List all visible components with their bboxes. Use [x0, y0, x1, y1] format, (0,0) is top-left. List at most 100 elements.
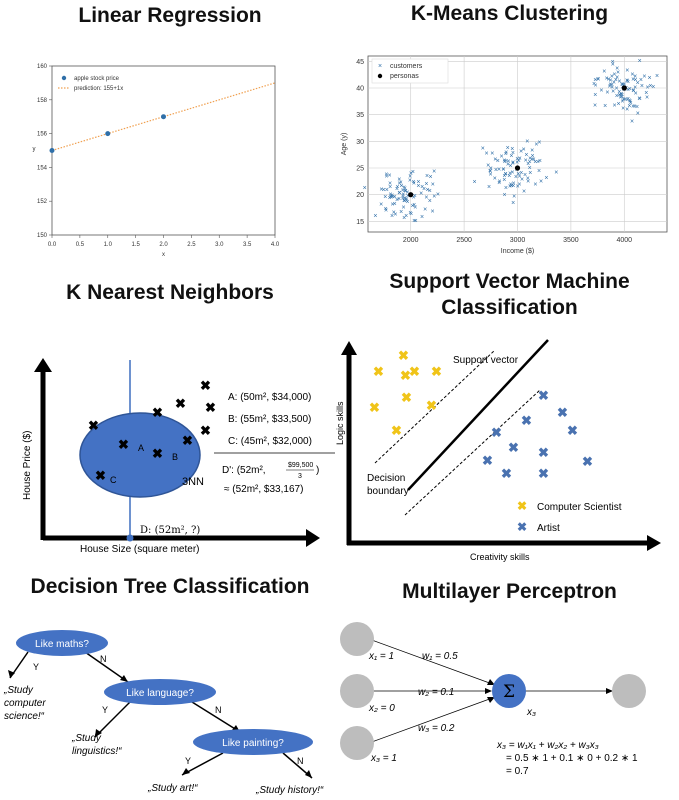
kmeans-customer-point: × — [608, 82, 612, 89]
dtree-y-label: Y — [102, 705, 108, 715]
svm-cs-point: ✖ — [369, 400, 380, 415]
kmeans-customer-point: × — [403, 186, 407, 193]
kmeans-customer-point: × — [612, 72, 616, 79]
kmeans-customer-point: × — [392, 209, 396, 216]
kmeans-customer-point: × — [534, 142, 538, 149]
kmeans-customer-point: × — [625, 97, 629, 104]
knn-frac-den: 3 — [298, 473, 302, 480]
linreg-xtick-label: 2.5 — [187, 242, 196, 248]
kmeans-customer-point: × — [625, 107, 629, 114]
kmeans-customer-point: × — [512, 180, 516, 187]
kmeans-customer-point: × — [522, 147, 526, 154]
kmeans-customer-point: × — [634, 90, 638, 97]
kmeans-customer-point: × — [487, 184, 491, 191]
kmeans-xtick-label: 4000 — [616, 237, 632, 244]
svm-artist-point: ✖ — [538, 388, 549, 403]
dtree-node-maths-label: Like maths? — [35, 639, 89, 650]
kmeans-customer-point: × — [390, 213, 394, 220]
kmeans-customer-point: × — [423, 206, 427, 213]
kmeans-customer-point: × — [398, 190, 402, 197]
kmeans-customer-point: × — [622, 87, 626, 94]
mlp-sigma: Σ — [503, 682, 515, 702]
knn-3nn-label: 3NN — [182, 476, 204, 488]
kmeans-customer-point: × — [637, 95, 641, 102]
dtree-edges — [9, 651, 313, 779]
kmeans-customer-point: × — [620, 94, 624, 101]
kmeans-customer-point: × — [631, 88, 635, 95]
svm-artist-point: ✖ — [491, 425, 502, 440]
kmeans-customer-point: × — [532, 156, 536, 163]
kmeans-customer-point: × — [403, 195, 407, 202]
mlp-arrowhead — [606, 688, 613, 694]
kmeans-customer-point: × — [651, 84, 655, 91]
kmeans-customer-point: × — [528, 165, 532, 172]
kmeans-customer-point: × — [627, 98, 631, 105]
kmeans-customer-point: × — [508, 163, 512, 170]
kmeans-customer-point: × — [511, 160, 515, 167]
kmeans-customer-point: × — [488, 168, 492, 175]
dtree-leaf-ling-2: linguistics!“ — [72, 746, 122, 757]
kmeans-customer-point: × — [416, 183, 420, 190]
kmeans-customer-point: × — [384, 171, 388, 178]
knn-point: ✖ — [200, 378, 211, 393]
kmeans-ytick-label: 25 — [356, 166, 364, 173]
svm-decision-line — [407, 339, 549, 491]
svm-margin-lower — [404, 389, 541, 516]
kmeans-customer-point: × — [603, 103, 607, 110]
kmeans-legend-customers: customers — [390, 63, 423, 70]
kmeans-customer-point: × — [619, 91, 623, 98]
svm-artist-points: ✖ ✖ ✖ ✖ ✖ ✖ ✖ ✖ ✖ ✖ ✖ — [482, 388, 593, 481]
kmeans-customer-point: × — [388, 173, 392, 180]
kmeans-customer-point: × — [390, 192, 394, 199]
kmeans-customer-point: × — [528, 156, 532, 163]
knn-line-d2: ≈ (52m², $33,167) — [224, 484, 303, 495]
linreg-data-point — [49, 148, 55, 153]
kmeans-customer-point: × — [647, 75, 651, 82]
kmeans-customer-point: × — [509, 153, 513, 160]
dtree-edge — [84, 651, 129, 683]
kmeans-customer-point: × — [625, 77, 629, 84]
dtree-arrowhead — [8, 670, 15, 678]
kmeans-customer-point: × — [504, 171, 508, 178]
kmeans-customer-point: × — [403, 188, 407, 195]
kmeans-customer-point: × — [397, 196, 401, 203]
kmeans-customer-point: × — [610, 74, 614, 81]
svm-decision-label-2: boundary — [367, 486, 409, 497]
kmeans-customer-point: × — [432, 193, 436, 200]
kmeans-customer-point: × — [379, 202, 383, 209]
svm-xlabel: Creativity skills — [470, 552, 530, 562]
mlp-edge-1 — [368, 638, 496, 686]
knn-close-paren: ) — [316, 465, 319, 476]
kmeans-customer-point: × — [397, 190, 401, 197]
kmeans-customer-point: × — [502, 166, 506, 173]
kmeans-customer-point: × — [511, 200, 515, 207]
dtree-edge — [181, 752, 224, 776]
kmeans-customer-point: × — [621, 82, 625, 89]
kmeans-customer-point: × — [517, 181, 521, 188]
kmeans-customer-point: × — [389, 194, 393, 201]
kmeans-customer-point: × — [428, 198, 432, 205]
kmeans-customer-point: × — [414, 218, 418, 225]
kmeans-customer-point: × — [481, 146, 485, 153]
kmeans-customer-point: × — [630, 72, 634, 79]
kmeans-customer-point: × — [399, 180, 403, 187]
kmeans-customer-point: × — [499, 154, 503, 161]
kmeans-customer-point: × — [605, 76, 609, 83]
mlp-diagram: Σ x₁ = 1 x₂ = 0 x₃ = 1 w₁ = 0.5 w₂ = 0.1… — [340, 622, 646, 777]
kmeans-customer-point: × — [504, 171, 508, 178]
linreg-ytick-label: 152 — [37, 199, 48, 205]
dtree-arrowhead — [95, 729, 102, 737]
kmeans-customer-point: × — [536, 159, 540, 166]
linreg-ytick-label: 150 — [37, 233, 48, 239]
kmeans-customer-point: × — [401, 196, 405, 203]
kmeans-customer-point: × — [472, 179, 476, 186]
kmeans-customer-point: × — [413, 205, 417, 212]
kmeans-customer-point: × — [617, 92, 621, 99]
kmeans-customer-point: × — [525, 139, 529, 146]
kmeans-customer-point: × — [610, 84, 614, 91]
kmeans-customer-point: × — [518, 156, 522, 163]
kmeans-customer-point: × — [644, 90, 648, 97]
linreg-data-point — [105, 131, 111, 137]
kmeans-customer-point: × — [436, 191, 440, 198]
kmeans-customer-point: × — [633, 103, 637, 110]
